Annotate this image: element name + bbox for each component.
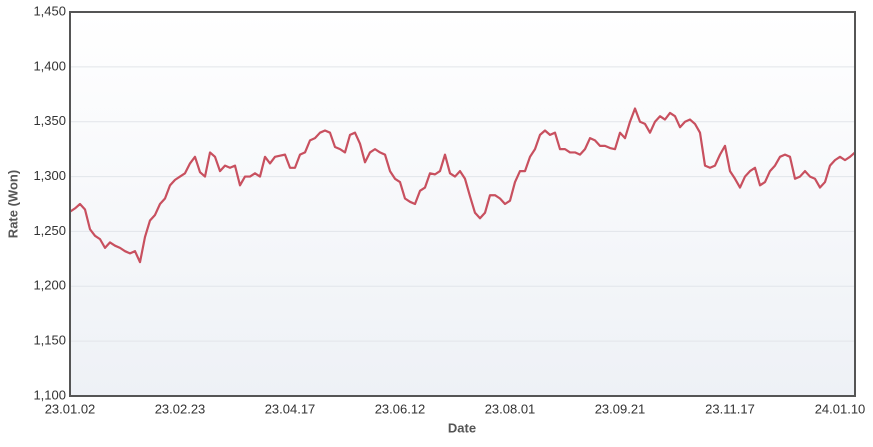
x-tick-label: 23.08.01 xyxy=(485,401,536,416)
x-tick-label: 23.01.02 xyxy=(45,401,96,416)
x-tick-label: 24.01.10 xyxy=(815,401,866,416)
y-tick-label: 1,150 xyxy=(33,333,66,348)
plot-border xyxy=(69,11,856,397)
y-axis-title: Rate (Won) xyxy=(5,170,20,238)
x-tick-label: 23.06.12 xyxy=(375,401,426,416)
x-axis-title: Date xyxy=(448,420,476,435)
y-tick-label: 1,250 xyxy=(33,223,66,238)
y-tick-label: 1,100 xyxy=(33,387,66,402)
x-tick-label: 23.04.17 xyxy=(265,401,316,416)
plot-area xyxy=(70,12,855,396)
x-tick-label: 23.02.23 xyxy=(155,401,206,416)
y-tick-label: 1,350 xyxy=(33,113,66,128)
y-tick-label: 1,300 xyxy=(33,168,66,183)
y-tick-label: 1,200 xyxy=(33,278,66,293)
x-tick-label: 23.09.21 xyxy=(595,401,646,416)
x-tick-label: 23.11.17 xyxy=(705,401,755,416)
y-tick-label: 1,400 xyxy=(33,58,66,73)
y-tick-label: 1,450 xyxy=(33,3,66,18)
data-line xyxy=(69,107,856,264)
